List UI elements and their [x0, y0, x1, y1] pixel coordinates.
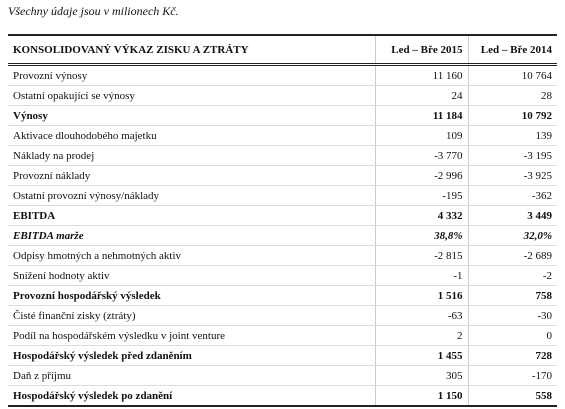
- label-cell: Ostatní opakující se výnosy: [8, 85, 375, 106]
- label-cell: Ostatní provozní výnosy/náklady: [8, 185, 375, 206]
- value-cell: -2 689: [467, 245, 557, 266]
- value-cell: -170: [467, 365, 557, 386]
- value-cell: 1 455: [374, 345, 468, 366]
- value-cell: -30: [467, 305, 557, 326]
- label-cell: EBITDA: [8, 205, 375, 226]
- value-cell: 758: [467, 285, 557, 306]
- label-cell: Podíl na hospodářském výsledku v joint v…: [8, 325, 375, 346]
- value-cell: 2: [374, 325, 468, 346]
- label-cell: Hospodářský výsledek před zdaněním: [8, 345, 375, 366]
- table-row: Snížení hodnoty aktiv -1 -2: [8, 265, 557, 286]
- value-cell: 558: [467, 385, 557, 407]
- value-cell: 1 150: [374, 385, 468, 407]
- header-cell: KONSOLIDOVANÝ VÝKAZ ZISKU A ZTRÁTY: [8, 34, 375, 66]
- table-row: Ostatní opakující se výnosy 24 28: [8, 85, 557, 106]
- table-row: Podíl na hospodářském výsledku v joint v…: [8, 325, 557, 346]
- note: Všechny údaje jsou v milionech Kč.: [8, 4, 179, 18]
- label-cell: Aktivace dlouhodobého majetku: [8, 125, 375, 146]
- table-row: Provozní náklady -2 996 -3 925: [8, 165, 557, 186]
- table-row: Výnosy 11 184 10 792: [8, 105, 557, 126]
- table-row: Daň z příjmu 305 -170: [8, 365, 557, 386]
- label-cell: Provozní výnosy: [8, 64, 375, 86]
- value-cell: 0: [467, 325, 557, 346]
- value-cell: 1 516: [374, 285, 468, 306]
- value-cell: 24: [374, 85, 468, 106]
- table-row: Provozní hospodářský výsledek 1 516 758: [8, 285, 557, 306]
- table-row: Náklady na prodej -3 770 -3 195: [8, 145, 557, 166]
- value-cell: -362: [467, 185, 557, 206]
- table-row: EBITDA 4 332 3 449: [8, 205, 557, 226]
- label-cell: Provozní náklady: [8, 165, 375, 186]
- income-table: KONSOLIDOVANÝ VÝKAZ ZISKU A ZTRÁTY Led – …: [8, 34, 557, 407]
- value-cell: 32,0%: [467, 225, 557, 246]
- table-row: Aktivace dlouhodobého majetku 109 139: [8, 125, 557, 146]
- label-cell: EBITDA marže: [8, 225, 375, 246]
- table-row: Čisté finanční zisky (ztráty) -63 -30: [8, 305, 557, 326]
- value-cell: 305: [374, 365, 468, 386]
- header-cell: Led – Bře 2014: [467, 34, 557, 66]
- value-cell: 728: [467, 345, 557, 366]
- value-cell: -2 815: [374, 245, 468, 266]
- table-row: EBITDA marže 38,8% 32,0%: [8, 225, 557, 246]
- value-cell: -63: [374, 305, 468, 326]
- value-cell: -2: [467, 265, 557, 286]
- value-cell: 3 449: [467, 205, 557, 226]
- table-row: Odpisy hmotných a nehmotných aktiv -2 815…: [8, 245, 557, 266]
- header-row: KONSOLIDOVANÝ VÝKAZ ZISKU A ZTRÁTY Led – …: [8, 34, 557, 66]
- table-row: Ostatní provozní výnosy/náklady -195 -362: [8, 185, 557, 206]
- value-cell: -3 770: [374, 145, 468, 166]
- label-cell: Snížení hodnoty aktiv: [8, 265, 375, 286]
- table-row: Hospodářský výsledek před zdaněním 1 455 7…: [8, 345, 557, 366]
- value-cell: -195: [374, 185, 468, 206]
- value-cell: 109: [374, 125, 468, 146]
- value-cell: -2 996: [374, 165, 468, 186]
- value-cell: 10 792: [467, 105, 557, 126]
- label-cell: Čisté finanční zisky (ztráty): [8, 305, 375, 326]
- value-cell: -3 925: [467, 165, 557, 186]
- table-row: Hospodářský výsledek po zdanění 1 150 558: [8, 385, 557, 407]
- label-cell: Odpisy hmotných a nehmotných aktiv: [8, 245, 375, 266]
- value-cell: 11 184: [374, 105, 468, 126]
- label-cell: Provozní hospodářský výsledek: [8, 285, 375, 306]
- label-cell: Daň z příjmu: [8, 365, 375, 386]
- value-cell: 139: [467, 125, 557, 146]
- value-cell: -1: [374, 265, 468, 286]
- label-cell: Výnosy: [8, 105, 375, 126]
- value-cell: 11 160: [374, 64, 468, 86]
- value-cell: 4 332: [374, 205, 468, 226]
- label-cell: Náklady na prodej: [8, 145, 375, 166]
- value-cell: 10 764: [467, 64, 557, 86]
- value-cell: 38,8%: [374, 225, 468, 246]
- label-cell: Hospodářský výsledek po zdanění: [8, 385, 375, 407]
- value-cell: 28: [467, 85, 557, 106]
- header-cell: Led – Bře 2015: [374, 34, 468, 66]
- table-row: Provozní výnosy 11 160 10 764: [8, 64, 557, 86]
- value-cell: -3 195: [467, 145, 557, 166]
